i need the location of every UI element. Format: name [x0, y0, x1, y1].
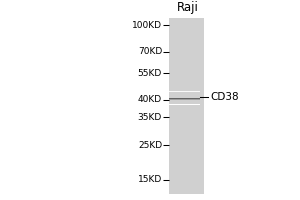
Text: 55KD: 55KD [138, 68, 162, 77]
Text: 35KD: 35KD [138, 112, 162, 121]
Bar [169, 99, 200, 100]
Bar [169, 98, 200, 99]
Text: 15KD: 15KD [138, 176, 162, 184]
Text: 40KD: 40KD [138, 96, 162, 104]
Bar [169, 90, 200, 91]
Bar [169, 92, 200, 93]
Text: Raji: Raji [177, 0, 198, 14]
Bar [169, 102, 200, 103]
Text: 25KD: 25KD [138, 140, 162, 149]
Text: CD38: CD38 [210, 92, 239, 102]
Bar [169, 18, 204, 194]
Text: 70KD: 70KD [138, 47, 162, 56]
Bar [169, 91, 200, 92]
Text: 100KD: 100KD [132, 21, 162, 29]
Bar [169, 100, 200, 101]
